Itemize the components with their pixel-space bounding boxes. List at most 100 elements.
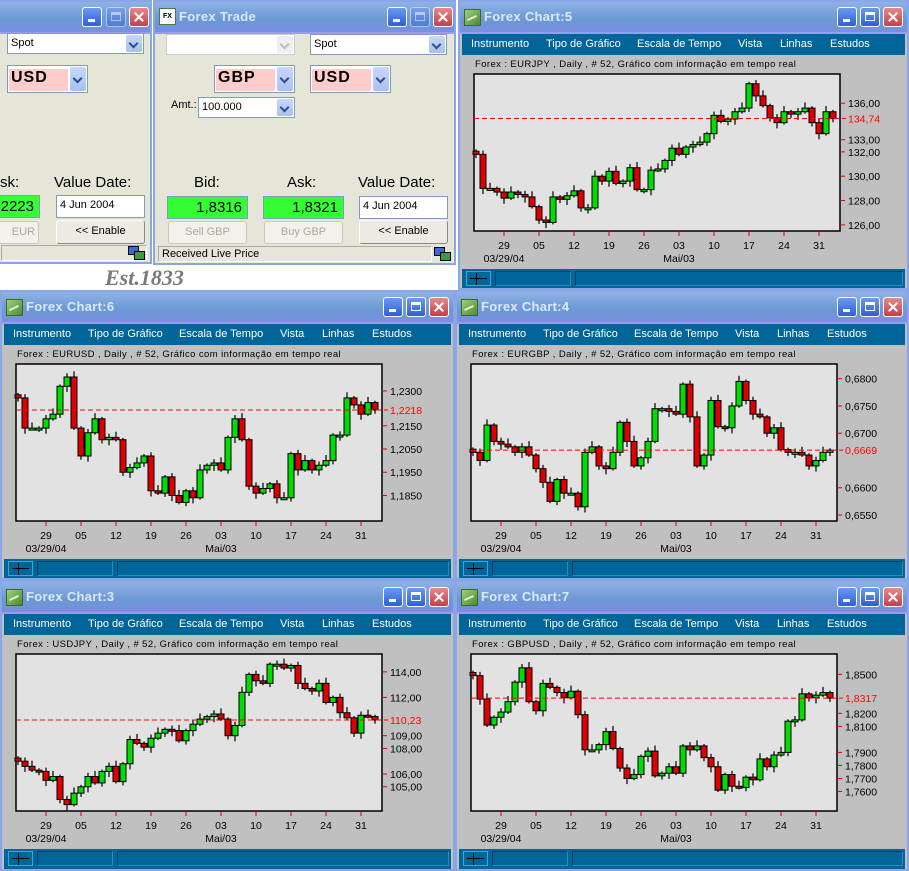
maximize-button[interactable] [410,7,430,27]
menu-item[interactable]: Escala de Tempo [637,38,722,50]
title-bar[interactable]: FX Forex Trade [155,2,454,34]
crosshair-icon[interactable] [463,851,488,866]
enable-button[interactable]: << Enable [56,220,145,244]
title-bar[interactable]: Forex Chart:6 [2,292,453,324]
menu-item[interactable]: Escala de Tempo [634,618,719,630]
minimize-button[interactable] [837,7,857,27]
menu-item[interactable]: Linhas [322,618,355,630]
buy-gbp-button[interactable]: Buy GBP [264,221,343,244]
close-button[interactable] [129,7,149,27]
menu-item[interactable]: Tipo de Gráfico [88,618,163,630]
x-tick-label: 03 [215,820,227,832]
candle-body [777,427,785,451]
maximize-button[interactable] [860,297,880,317]
currency-select[interactable]: USD [7,65,88,93]
candle-body [707,400,715,456]
maximize-button[interactable] [106,7,126,27]
menu-item[interactable]: Estudos [372,328,412,340]
menu-item[interactable]: Escala de Tempo [179,328,264,340]
menu-item[interactable]: Tipo de Gráfico [546,38,621,50]
chart-app-icon [464,9,481,26]
value-date-field[interactable]: 4 Jun 2004 [56,195,145,218]
base-currency-select[interactable]: GBP [214,65,295,93]
candle-body [602,465,610,470]
title-bar[interactable]: Forex Chart:7 [457,582,907,614]
menu-item[interactable]: Linhas [777,618,810,630]
candle-body [672,410,680,415]
menu-item[interactable]: Linhas [777,328,810,340]
buy-eur-button[interactable]: EUR [0,221,39,244]
close-button[interactable] [883,587,903,607]
candle-body [574,690,582,716]
menu-item[interactable]: Linhas [322,328,355,340]
close-button[interactable] [883,7,903,27]
menu-item[interactable]: Tipo de Gráfico [543,328,618,340]
minimize-button[interactable] [837,297,857,317]
candlestick-chart[interactable]: 1,2300 1,2150 1,2050 1,1950 1,1850 1,2218 29 05… [2,345,453,559]
menu-item[interactable]: Vista [280,328,305,340]
account-select[interactable] [166,34,295,55]
menu-item[interactable]: Instrumento [13,618,72,630]
crosshair-icon[interactable] [8,561,33,576]
title-bar[interactable]: Forex Chart:3 [2,582,453,614]
menu-item[interactable]: Escala de Tempo [179,618,264,630]
menu-item[interactable]: Vista [735,328,760,340]
menu-item[interactable]: Estudos [827,328,867,340]
title-bar[interactable]: Forex Chart:5 [460,2,907,34]
menu-item[interactable]: Instrumento [471,38,530,50]
maximize-button[interactable] [860,587,880,607]
menu-item[interactable]: Tipo de Gráfico [88,328,163,340]
menu-item[interactable]: Estudos [827,618,867,630]
menu-item[interactable]: Linhas [780,38,813,50]
forex-chart-window: Forex Chart:3 Instrumento Tipo de Gráfico… [0,580,455,871]
candle-body [42,770,50,781]
settlement-type-select[interactable]: Spot [7,33,144,54]
menu-item[interactable]: Estudos [372,618,412,630]
close-button[interactable] [883,297,903,317]
maximize-button[interactable] [406,297,426,317]
menu-item[interactable]: Instrumento [468,328,527,340]
x-secondary-label: 03/29/04 [481,833,522,845]
candle-body [371,716,379,721]
amount-select[interactable]: 100.000 [198,97,295,118]
y-tick-label: 1,8100 [845,721,877,733]
crosshair-icon[interactable] [8,851,33,866]
menu-item[interactable]: Instrumento [13,328,72,340]
sell-gbp-button[interactable]: Sell GBP [168,221,247,244]
minimize-button[interactable] [387,7,407,27]
maximize-button[interactable] [860,7,880,27]
crosshair-icon[interactable] [466,271,491,286]
enable-button[interactable]: << Enable [359,220,448,244]
close-button[interactable] [433,7,453,27]
settlement-type-select[interactable]: Spot [310,34,447,55]
close-button[interactable] [429,297,449,317]
menu-item[interactable]: Escala de Tempo [634,328,719,340]
title-bar[interactable] [0,2,150,34]
menu-item[interactable]: Tipo de Gráfico [543,618,618,630]
candle-body [525,446,533,456]
menu-item[interactable]: Instrumento [468,618,527,630]
candlestick-chart[interactable]: 0,6800 0,6750 0,6700 0,6600 0,6550 0,6669 29 05… [457,345,907,559]
minimize-button[interactable] [82,7,102,27]
candle-body [616,748,624,769]
candle-body [98,418,106,441]
minimize-button[interactable] [837,587,857,607]
value-date-field[interactable]: 4 Jun 2004 [359,196,448,219]
close-button[interactable] [429,587,449,607]
menu-item[interactable]: Vista [738,38,763,50]
crosshair-icon[interactable] [463,561,488,576]
network-icon [128,246,145,260]
menu-item[interactable]: Vista [735,618,760,630]
minimize-button[interactable] [383,297,403,317]
menu-item[interactable]: Estudos [830,38,870,50]
candle-body [350,397,358,406]
candle-body [728,774,736,787]
title-bar[interactable]: Forex Chart:4 [457,292,907,324]
quote-currency-select[interactable]: USD [310,65,391,93]
maximize-button[interactable] [406,587,426,607]
menu-item[interactable]: Vista [280,618,305,630]
minimize-button[interactable] [383,587,403,607]
